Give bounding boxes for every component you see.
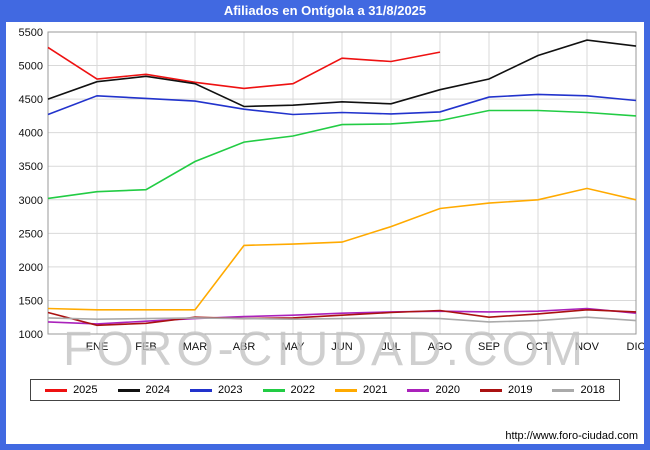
y-tick-label: 1000 — [19, 329, 43, 341]
series-line-2023 — [47, 93, 637, 116]
y-tick-label: 3000 — [19, 195, 43, 207]
series-line-2024 — [47, 39, 637, 108]
x-tick-label: JUN — [331, 341, 352, 353]
page-title: Afiliados en Ontígola a 31/8/2025 — [223, 3, 427, 18]
x-tick-label: MAY — [281, 341, 305, 353]
legend-label-2025: 2025 — [73, 384, 98, 396]
legend-label-2019: 2019 — [507, 384, 533, 396]
legend-label-2018: 2018 — [580, 384, 605, 396]
legend-swatch-2023 — [190, 388, 213, 392]
series-line-2021 — [47, 187, 637, 311]
y-tick-label: 5500 — [19, 27, 43, 39]
legend-item-2019: 2019 — [479, 384, 533, 396]
legend-item-2021: 2021 — [335, 384, 387, 396]
legend-item-2023: 2023 — [190, 384, 243, 396]
series-line-2020 — [47, 307, 637, 325]
legend-swatch-2021 — [335, 388, 357, 392]
legend-swatch-2018 — [552, 388, 575, 392]
legend-label-2024: 2024 — [145, 384, 171, 396]
legend-item-2022: 2022 — [262, 384, 315, 396]
line-chart: 1000 1500 2000 2500 3000 3500 4000 4500 5000 5500… — [19, 27, 646, 353]
x-tick-label: AGO — [428, 341, 453, 353]
legend-swatch-2022 — [262, 388, 285, 392]
x-tick-label: NOV — [575, 341, 600, 353]
x-tick-label: DIC — [627, 341, 644, 353]
legend-label-2023: 2023 — [218, 384, 243, 396]
y-tick-label: 2000 — [19, 262, 43, 274]
x-tick-label: SEP — [478, 341, 500, 353]
chart-panel: 1000 1500 2000 2500 3000 3500 4000 4500 5000 5500… — [6, 22, 646, 444]
legend-swatch-2020 — [407, 388, 430, 392]
x-tick-label: ENE — [86, 341, 109, 353]
legend-label-2021: 2021 — [363, 384, 388, 396]
y-tick-label: 5000 — [19, 61, 43, 73]
x-tick-label: OCT — [526, 341, 550, 353]
footer: http://www.foro-ciudad.com — [505, 430, 638, 442]
y-tick-label: 4000 — [19, 128, 43, 140]
plot-border — [47, 31, 637, 335]
series-line-2019 — [47, 308, 637, 327]
series-line-2018 — [47, 316, 637, 323]
legend: 2025 2024 2023 2022 2021 2020 2019 2018 — [30, 379, 620, 401]
legend-swatch-2025 — [45, 388, 68, 392]
x-tick-label: JUL — [381, 341, 401, 353]
x-tick-label: ABR — [233, 341, 256, 353]
legend-swatch-2024 — [117, 388, 140, 392]
legend-label-2020: 2020 — [435, 384, 460, 396]
legend-item-2020: 2020 — [407, 384, 460, 396]
legend-swatch-2019 — [479, 388, 502, 392]
legend-item-2025: 2025 — [45, 384, 98, 396]
x-tick-label: FEB — [135, 341, 156, 353]
y-tick-label: 1500 — [19, 295, 43, 307]
y-tick-label: 3500 — [19, 161, 43, 173]
y-tick-label: 4500 — [19, 94, 43, 106]
legend-label-2022: 2022 — [290, 384, 315, 396]
series-line-2022 — [47, 109, 637, 200]
y-tick-label: 2500 — [19, 228, 43, 240]
legend-item-2024: 2024 — [117, 384, 171, 396]
legend-item-2018: 2018 — [552, 384, 605, 396]
x-tick-label: MAR — [183, 341, 208, 353]
footer-link[interactable]: http://www.foro-ciudad.com — [505, 430, 638, 442]
series-line-2025 — [47, 46, 441, 90]
